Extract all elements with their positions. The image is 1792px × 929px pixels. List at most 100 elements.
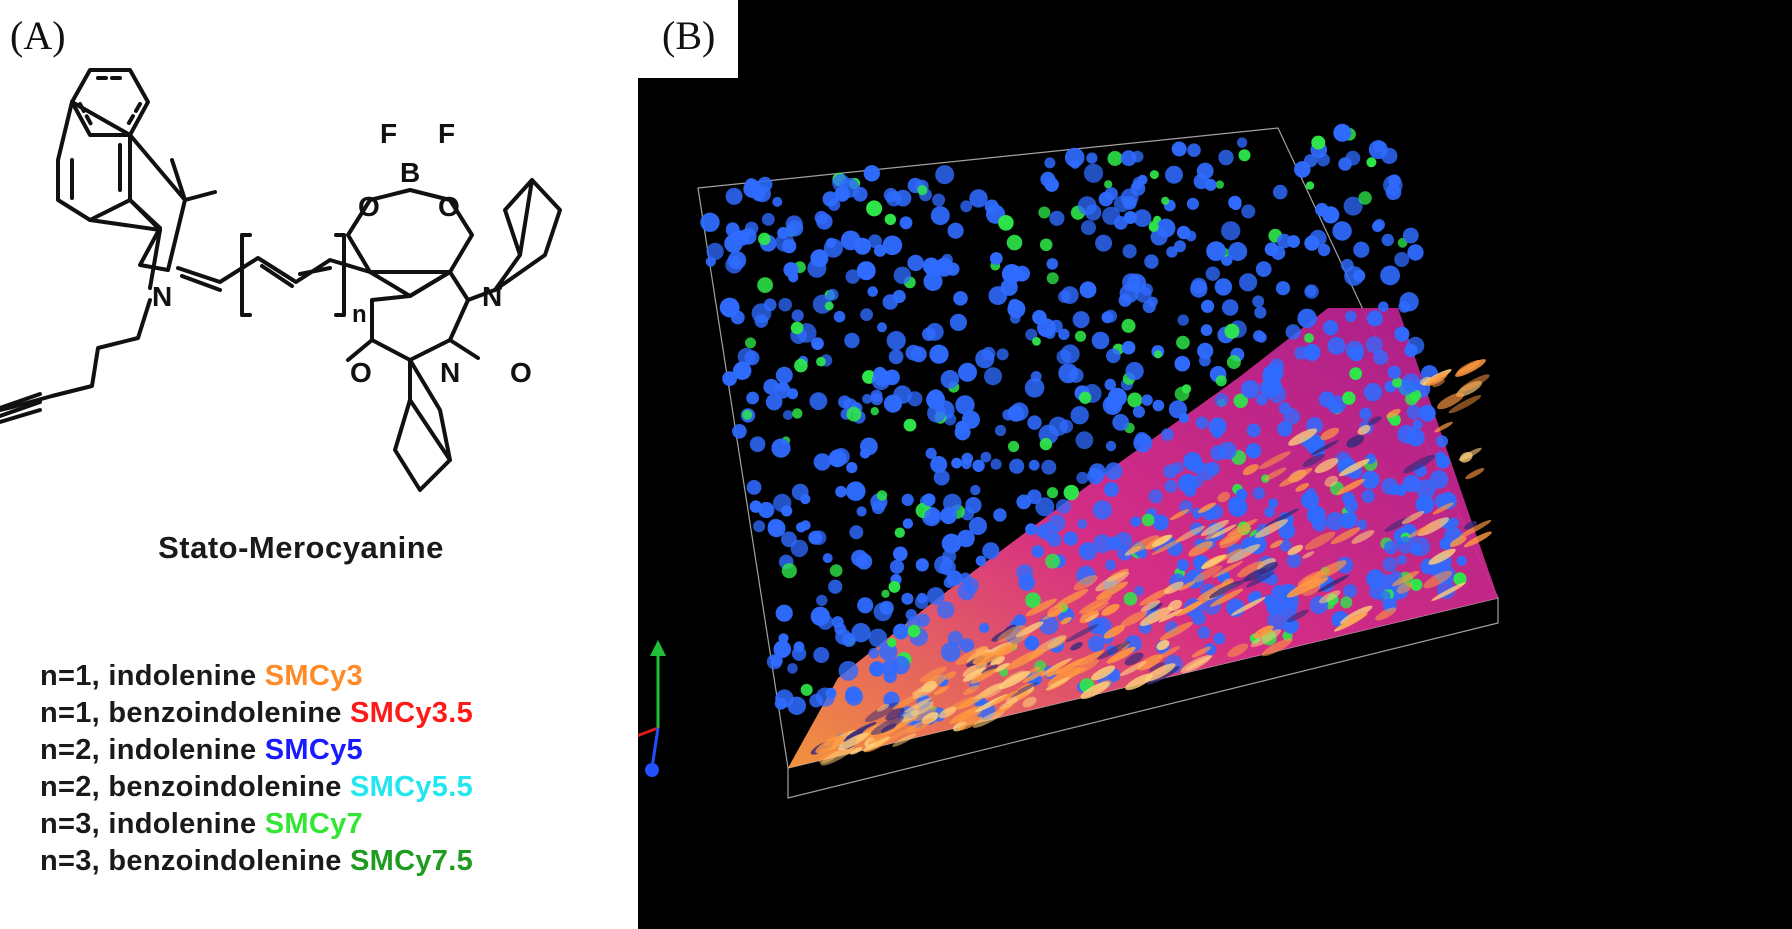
nucleus-cell — [1304, 284, 1319, 299]
tissue-fiber — [1159, 621, 1194, 641]
nucleus-cell — [940, 507, 957, 525]
tissue-fiber — [962, 667, 988, 682]
green-signal-cell — [1215, 375, 1227, 387]
nucleus-cell — [1221, 299, 1239, 316]
green-signal-cell — [907, 624, 921, 638]
tissue-fiber — [1169, 509, 1189, 521]
tissue-fiber — [1261, 638, 1293, 657]
tissue-fiber — [1314, 458, 1339, 474]
nucleus-cell — [972, 459, 985, 472]
tissue-fiber — [1178, 595, 1213, 614]
green-signal-cell — [894, 527, 905, 538]
nucleus-cell — [926, 390, 946, 410]
tissue-fiber — [1139, 606, 1173, 626]
tissue-fiber — [1065, 667, 1087, 680]
nucleus-cell — [860, 308, 873, 321]
nucleus-cell — [838, 660, 859, 681]
nucleus-cell — [783, 262, 799, 278]
nucleus-cell — [1239, 273, 1258, 292]
tissue-fiber — [972, 651, 993, 665]
nucleus-cell — [816, 594, 828, 607]
nucleus-cell — [1404, 343, 1418, 357]
tissue-fiber — [1288, 428, 1318, 446]
nucleus-cell — [851, 623, 871, 643]
nucleus-cell — [1088, 635, 1105, 652]
nucleus-cell — [984, 199, 999, 214]
nucleus-cell — [1221, 254, 1233, 266]
nucleus-cell — [899, 216, 913, 230]
nucleus-cell — [793, 641, 805, 653]
green-signal-cell — [1104, 180, 1113, 189]
nucleus-cell — [751, 187, 766, 202]
nucleus-cell — [1121, 340, 1136, 355]
nucleus-cell — [811, 337, 824, 350]
green-signal-cell — [917, 185, 928, 196]
nucleus-cell — [1275, 281, 1291, 296]
nucleus-cell — [1044, 157, 1056, 169]
tissue-fiber — [1080, 681, 1110, 700]
tissue-fiber — [1402, 454, 1436, 474]
nucleus-cell — [1297, 308, 1317, 328]
green-signal-cell — [781, 563, 797, 579]
nucleus-cell — [1207, 504, 1223, 520]
green-signal-cell — [1121, 318, 1136, 333]
nucleus-cell — [1366, 310, 1383, 327]
nucleus-cell — [914, 595, 929, 609]
nucleus-cell — [1272, 184, 1288, 200]
tissue-fiber — [1106, 646, 1136, 664]
nucleus-cell — [823, 238, 843, 258]
nucleus-cell — [1365, 336, 1383, 354]
nucleus-cell — [1191, 611, 1206, 626]
nucleus-cell — [868, 647, 880, 659]
panel-b-top-strip — [738, 0, 1792, 78]
variant-dye-name: SMCy7.5 — [350, 845, 474, 877]
tissue-fiber — [1156, 646, 1181, 660]
nucleus-cell — [1105, 559, 1116, 571]
nucleus-cell — [1345, 310, 1357, 323]
nucleus-cell — [1130, 516, 1141, 527]
nucleus-cell — [923, 272, 943, 291]
tissue-fiber — [1200, 519, 1229, 537]
green-signal-cell — [1079, 391, 1092, 404]
tissue-fiber — [1226, 544, 1261, 564]
tissue-fiber — [1428, 548, 1456, 565]
nucleus-cell — [1341, 515, 1354, 528]
green-signal-cell — [758, 232, 771, 246]
nucleus-cell — [1016, 564, 1034, 582]
nucleus-cell — [1038, 615, 1059, 635]
nucleus-cell — [1294, 346, 1308, 360]
green-signal-cell — [1161, 196, 1170, 205]
nucleus-cell — [844, 687, 864, 706]
nucleus-cell — [1072, 311, 1090, 329]
nucleus-cell — [1046, 258, 1059, 270]
nucleus-cell — [1363, 383, 1383, 402]
tissue-fiber — [1151, 537, 1185, 556]
nucleus-cell — [1380, 265, 1400, 286]
green-signal-cell — [1074, 330, 1087, 342]
nucleus-cell — [1276, 233, 1292, 249]
nucleus-cell — [968, 516, 987, 536]
tissue-fiber — [1144, 663, 1176, 682]
nucleus-cell — [1236, 137, 1248, 148]
nucleus-cell — [868, 628, 888, 648]
nucleus-cell — [849, 525, 864, 540]
nucleus-cell — [1394, 326, 1410, 342]
nucleus-cell — [1398, 300, 1411, 313]
green-signal-cell — [1149, 170, 1159, 180]
n-subscript: n — [352, 301, 367, 328]
nucleus-cell — [1387, 365, 1401, 380]
nucleus-cell — [775, 689, 794, 708]
nucleus-cell — [1228, 195, 1242, 210]
variant-description: n=1, benzoindolenine — [40, 697, 351, 729]
nucleus-cell — [869, 661, 885, 677]
nucleus-cell — [1141, 394, 1153, 406]
tissue-fiber — [1243, 568, 1267, 582]
nucleus-cell — [787, 388, 799, 400]
green-signal-cell — [1410, 578, 1423, 591]
tissue-fiber — [1047, 666, 1081, 687]
nucleus-cell — [979, 622, 990, 634]
nucleus-cell — [1212, 428, 1223, 439]
nucleus-cell — [1166, 246, 1178, 258]
nucleus-cell — [935, 165, 955, 185]
tissue-fiber — [919, 666, 947, 683]
